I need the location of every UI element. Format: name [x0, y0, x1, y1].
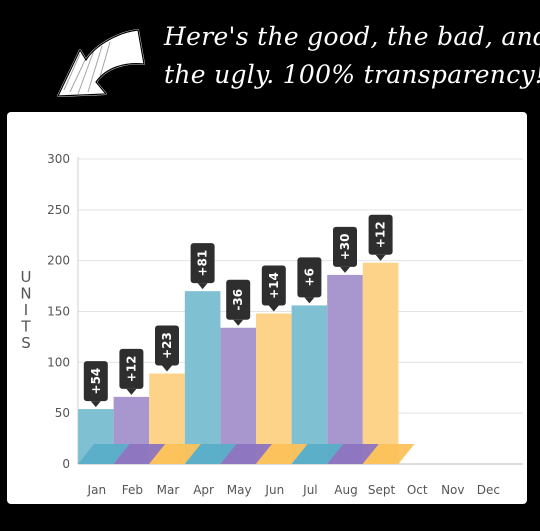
- bar-data-label: -36: [231, 289, 245, 311]
- arrow-icon: [57, 29, 145, 97]
- x-tick-label: Oct: [407, 483, 428, 497]
- x-tick-label: Mar: [157, 483, 180, 497]
- x-tick-label: Jun: [264, 483, 284, 497]
- x-tick-label: Feb: [122, 483, 143, 497]
- y-tick-label: 50: [55, 406, 70, 420]
- bar-data-label: +23: [160, 332, 174, 359]
- y-tick-label: 250: [47, 203, 70, 217]
- bar: [362, 262, 399, 464]
- bar: [256, 313, 292, 464]
- y-tick-label: 150: [47, 305, 70, 319]
- bar-label-pointer: [162, 365, 172, 372]
- bar: [220, 327, 256, 464]
- bar-label-pointer: [233, 319, 244, 326]
- y-tick-label: 200: [47, 254, 70, 268]
- bar-label-pointer: [197, 283, 208, 290]
- x-tick-label: Sept: [368, 483, 396, 497]
- bar-label-pointer: [375, 254, 386, 261]
- bar-label-pointer: [90, 401, 101, 408]
- bar-base: [184, 444, 237, 464]
- bar-label-badge: [226, 279, 251, 320]
- bar-data-label: +30: [338, 234, 352, 261]
- bar-label-badge: [190, 243, 215, 284]
- bar-label-badge: [368, 214, 393, 255]
- bar: [291, 305, 328, 464]
- bar-base: [113, 444, 166, 464]
- bar-label-badge: [119, 348, 144, 389]
- bar-label-badge: [261, 265, 286, 306]
- x-tick-label: Jan: [87, 483, 107, 497]
- headline-line-2: the ugly. 100% transparency!: [164, 60, 540, 89]
- bar-label-pointer: [340, 266, 350, 273]
- header: Here's the good, the bad, and the ugly. …: [0, 0, 540, 112]
- bar-label-badge: [155, 325, 179, 366]
- bar-label-badge: [297, 257, 322, 298]
- bar-data-label: +12: [124, 356, 138, 383]
- bar-data-label: +6: [302, 268, 316, 286]
- x-tick-label: Aug: [334, 483, 357, 497]
- bar-base: [78, 444, 130, 464]
- bar-base: [149, 444, 201, 464]
- x-tick-label: May: [227, 483, 252, 497]
- y-tick-label: 300: [47, 152, 70, 166]
- bar-data-label: +54: [89, 368, 103, 395]
- headline-line-1: Here's the good, the bad, and: [164, 22, 540, 51]
- bar-base: [362, 444, 415, 464]
- bar-label-badge: [333, 226, 357, 267]
- bar-base: [256, 444, 308, 464]
- x-tick-label: Nov: [441, 483, 464, 497]
- chart-card: 0 50 100 150 200 250 300 U N I T S +54 +12 +23 +81 -36 +1…: [7, 112, 527, 504]
- bar-base: [291, 444, 344, 464]
- bar-data-label: +14: [267, 272, 281, 299]
- bar-data-label: +12: [374, 221, 388, 248]
- bar-base: [220, 444, 272, 464]
- y-tick-label: 100: [47, 355, 70, 369]
- bar-data-label: +81: [196, 250, 210, 277]
- y-tick-label: 0: [62, 457, 70, 471]
- bar: [327, 274, 363, 464]
- bar-label-pointer: [268, 305, 279, 312]
- x-tick-label: Apr: [193, 483, 214, 497]
- bar-label-badge: [83, 361, 108, 402]
- bar: [184, 291, 221, 464]
- bar-label-pointer: [304, 297, 315, 304]
- bar-label-pointer: [126, 388, 137, 395]
- x-tick-label: Dec: [477, 483, 500, 497]
- bar-chart: 0 50 100 150 200 250 300 U N I T S +54 +12 +23 +81 -36 +1…: [20, 152, 523, 497]
- bar-base: [327, 444, 379, 464]
- x-tick-label: Jul: [302, 483, 317, 497]
